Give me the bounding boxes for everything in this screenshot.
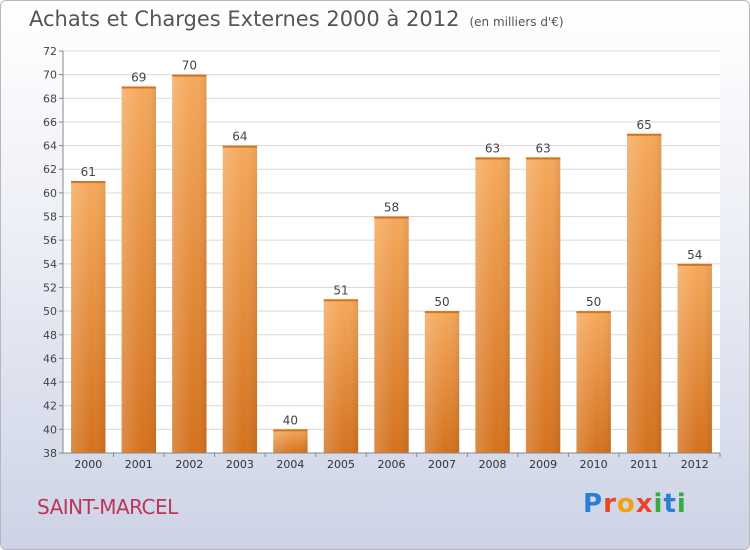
y-axis: 38 40 42 44 46 48 50 52 54 56 58 60 62 64 66 68 70 72 <box>43 45 64 460</box>
x-tick-label-2009: 2009 <box>529 458 557 471</box>
proxiti-logo: Proxiti <box>583 489 687 519</box>
y-tick-label: 38 <box>43 447 57 460</box>
bar-shade-2004 <box>273 429 308 453</box>
bar-top-2000 <box>71 181 106 184</box>
bar-top-2008 <box>475 157 510 160</box>
x-tick-label-2012: 2012 <box>681 458 709 471</box>
x-tick-label-2010: 2010 <box>580 458 608 471</box>
y-tick-label: 40 <box>43 423 57 436</box>
bar-top-2001 <box>121 86 156 89</box>
bar-top-2012 <box>677 263 712 266</box>
bar-shade-2006 <box>374 216 409 453</box>
data-label-2003: 64 <box>232 130 247 144</box>
bar-top-2007 <box>424 311 460 314</box>
bar-shade-2007 <box>424 311 460 453</box>
x-tick-label-2005: 2005 <box>327 458 355 471</box>
bar-shade-2002 <box>172 74 207 453</box>
logo-letter: i <box>653 489 664 519</box>
logo-letter: o <box>616 489 636 519</box>
bar-shade-2012 <box>677 263 712 453</box>
data-label-2007: 50 <box>434 295 449 309</box>
y-tick-label: 60 <box>43 187 57 200</box>
data-label-2005: 51 <box>333 283 348 297</box>
y-tick-label: 42 <box>43 400 57 413</box>
x-tick-label-2011: 2011 <box>630 458 658 471</box>
bar-shade-2009 <box>525 157 561 454</box>
data-label-2008: 63 <box>485 141 500 155</box>
bar-shade-2003 <box>222 145 258 453</box>
logo-letter: x <box>635 489 654 519</box>
y-tick-label: 46 <box>43 352 57 365</box>
y-tick-label: 72 <box>43 45 57 58</box>
y-tick-label: 70 <box>43 69 57 82</box>
bar-top-2010 <box>576 311 611 314</box>
bar-shade-2001 <box>121 86 156 454</box>
y-tick-label: 52 <box>43 281 57 294</box>
x-axis: 2000 2001 2002 2003 2004 2005 2006 2007 2008 2009… <box>63 452 721 471</box>
y-tick-label: 64 <box>43 140 57 153</box>
data-label-2004: 40 <box>283 413 298 427</box>
bar-shade-2010 <box>576 311 611 453</box>
bar-top-2005 <box>323 299 359 302</box>
logo-letter: P <box>583 489 604 519</box>
x-tick-label-2006: 2006 <box>378 458 406 471</box>
bar-shade-2011 <box>627 133 662 453</box>
y-tick-label: 66 <box>43 116 57 129</box>
data-label-2001: 69 <box>131 70 146 84</box>
y-tick-label: 44 <box>43 376 57 389</box>
bar-shade-2005 <box>323 299 359 453</box>
data-label-2000: 61 <box>81 165 96 179</box>
bar-top-2002 <box>172 74 207 77</box>
bar-shade-2008 <box>475 157 510 454</box>
x-tick-label-2003: 2003 <box>226 458 254 471</box>
bar-top-2009 <box>525 157 561 160</box>
data-label-2002: 70 <box>182 59 197 73</box>
y-tick-label: 50 <box>43 305 57 318</box>
x-tick-label-2000: 2000 <box>74 458 102 471</box>
y-tick-label: 56 <box>43 234 57 247</box>
data-label-2011: 65 <box>637 118 652 132</box>
x-tick-label-2002: 2002 <box>175 458 203 471</box>
chart-title: Achats et Charges Externes 2000 à 2012 (e… <box>29 7 564 31</box>
chart-title-text: Achats et Charges Externes 2000 à 2012 <box>29 7 460 31</box>
logo-letter: r <box>603 489 617 519</box>
x-tick-label-2004: 2004 <box>276 458 304 471</box>
unit-label: (en milliers d'€) <box>469 15 564 29</box>
logo-letter: i <box>676 489 687 519</box>
logo-letter: t <box>663 489 677 519</box>
bar-shade-2000 <box>71 181 106 453</box>
bar-top-2011 <box>627 133 662 136</box>
bar-top-2003 <box>222 145 258 148</box>
y-tick-label: 48 <box>43 329 57 342</box>
x-tick-label-2008: 2008 <box>479 458 507 471</box>
bar-top-2004 <box>273 429 308 432</box>
bars: 61 69 70 64 40 51 58 50 63 63 50 65 54 <box>71 59 712 454</box>
data-label-2010: 50 <box>586 295 601 309</box>
place-name: SAINT-MARCEL <box>37 495 178 519</box>
y-tick-label: 68 <box>43 92 57 105</box>
x-tick-label-2001: 2001 <box>125 458 153 471</box>
y-tick-label: 62 <box>43 163 57 176</box>
x-tick-label-2007: 2007 <box>428 458 456 471</box>
bar-top-2006 <box>374 216 409 219</box>
data-label-2012: 54 <box>687 248 702 262</box>
data-label-2006: 58 <box>384 201 399 215</box>
y-tick-label: 58 <box>43 211 57 224</box>
y-tick-label: 54 <box>43 258 57 271</box>
data-label-2009: 63 <box>535 141 550 155</box>
